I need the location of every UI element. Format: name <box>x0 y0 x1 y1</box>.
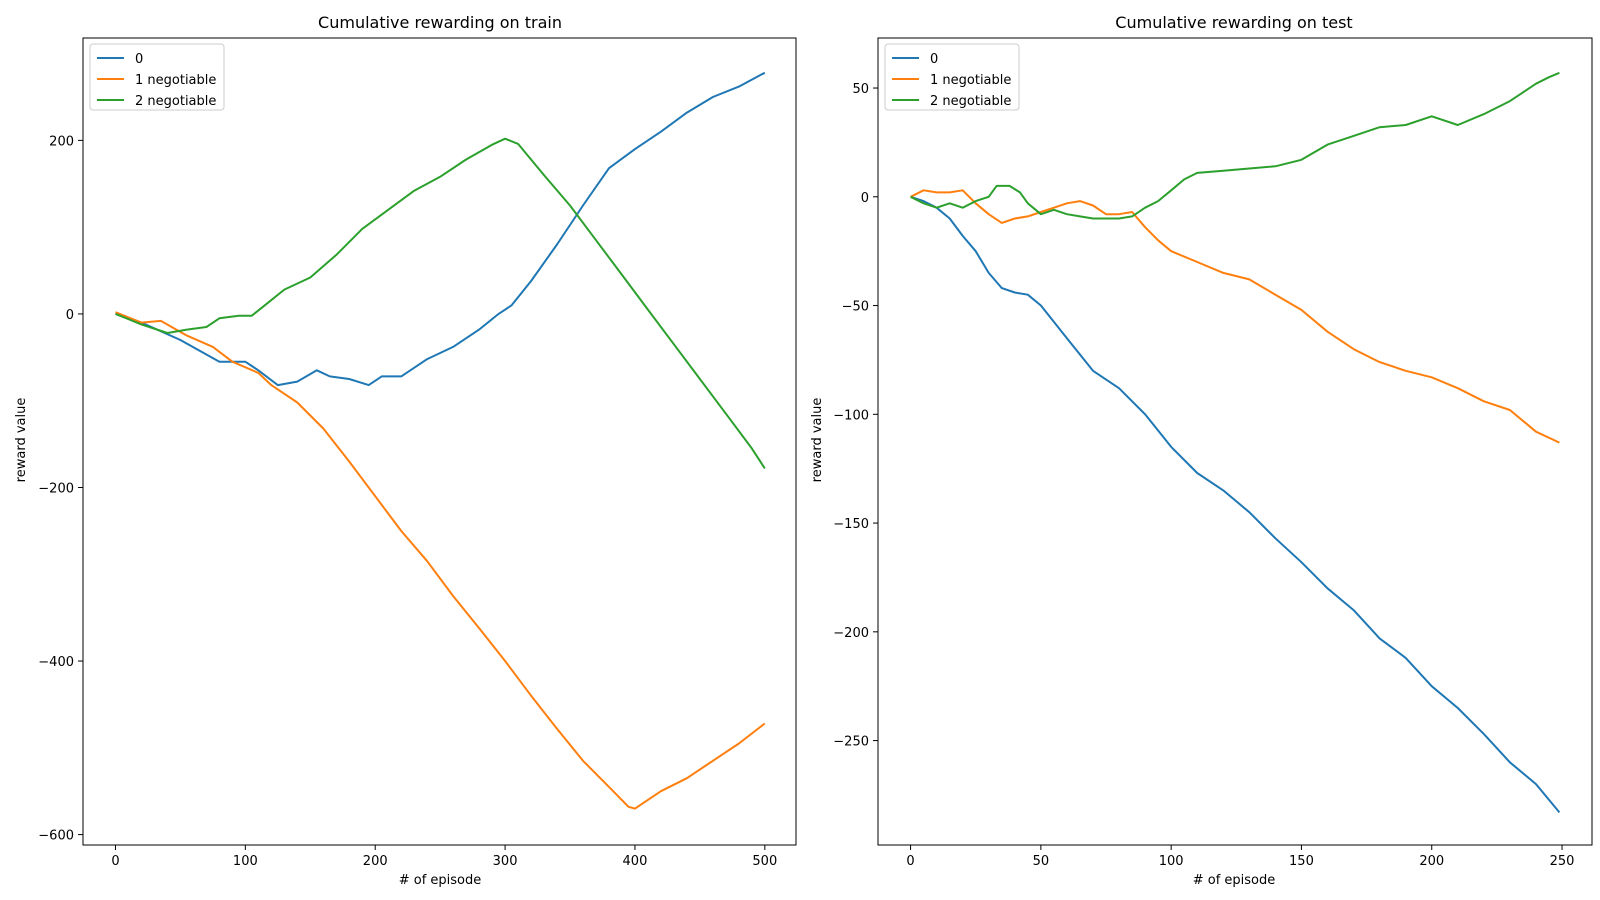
series-line-0 <box>115 71 766 387</box>
plot-frame <box>82 37 797 846</box>
legend-label-1: 1 negotiable <box>930 73 1011 88</box>
x-tick-label: 400 <box>623 854 648 869</box>
legend-label-0: 0 <box>930 52 938 67</box>
x-tick-label: 500 <box>752 854 777 869</box>
y-tick-label: −600 <box>38 829 74 844</box>
x-tick-label: 200 <box>1419 854 1444 869</box>
x-tick-label: 250 <box>1550 854 1575 869</box>
x-axis-label: # of episode <box>399 873 482 888</box>
y-axis-label: reward value <box>810 398 825 483</box>
plot-frame <box>877 37 1593 846</box>
chart-title: Cumulative rewarding on test <box>1115 13 1352 32</box>
y-tick-label: 200 <box>49 134 74 149</box>
x-tick-label: 300 <box>493 854 518 869</box>
y-tick-label: −200 <box>38 481 74 496</box>
series-line-1 <box>910 189 1560 444</box>
series-line-2 <box>910 71 1560 220</box>
y-tick-label: 0 <box>66 308 74 323</box>
x-tick-label: 200 <box>363 854 388 869</box>
x-tick-label: 100 <box>1159 854 1184 869</box>
y-axis-label: reward value <box>14 398 29 483</box>
legend-label-2: 2 negotiable <box>930 94 1011 109</box>
x-axis-label: # of episode <box>1193 873 1276 888</box>
series-line-0 <box>910 195 1561 814</box>
x-tick-label: 50 <box>1033 854 1050 869</box>
y-tick-label: 0 <box>861 191 869 206</box>
x-tick-label: 0 <box>906 854 914 869</box>
y-tick-label: −400 <box>38 655 74 670</box>
x-tick-label: 100 <box>233 854 258 869</box>
legend-label-0: 0 <box>135 52 143 67</box>
legend-box <box>89 43 225 111</box>
x-tick-label: 0 <box>111 854 119 869</box>
series-line-1 <box>115 311 766 810</box>
test-chart: Cumulative rewarding on test 0 50 100 150 20… <box>810 13 1593 888</box>
y-tick-label: −150 <box>833 517 869 532</box>
y-tick-label: −250 <box>833 735 869 750</box>
legend-label-2: 2 negotiable <box>135 94 216 109</box>
series-line-2 <box>115 137 766 469</box>
legend-box <box>884 43 1020 111</box>
x-tick-label: 150 <box>1289 854 1314 869</box>
y-tick-label: −100 <box>833 408 869 423</box>
legend: 0 1 negotiable 2 negotiable <box>89 43 225 111</box>
y-tick-label: 50 <box>852 82 869 97</box>
y-tick-label: −50 <box>842 300 869 315</box>
legend: 0 1 negotiable 2 negotiable <box>884 43 1020 111</box>
train-chart: Cumulative rewarding on train 0 100 200 300… <box>14 13 797 888</box>
y-tick-label: −200 <box>833 626 869 641</box>
legend-label-1: 1 negotiable <box>135 73 216 88</box>
chart-title: Cumulative rewarding on train <box>318 13 562 32</box>
